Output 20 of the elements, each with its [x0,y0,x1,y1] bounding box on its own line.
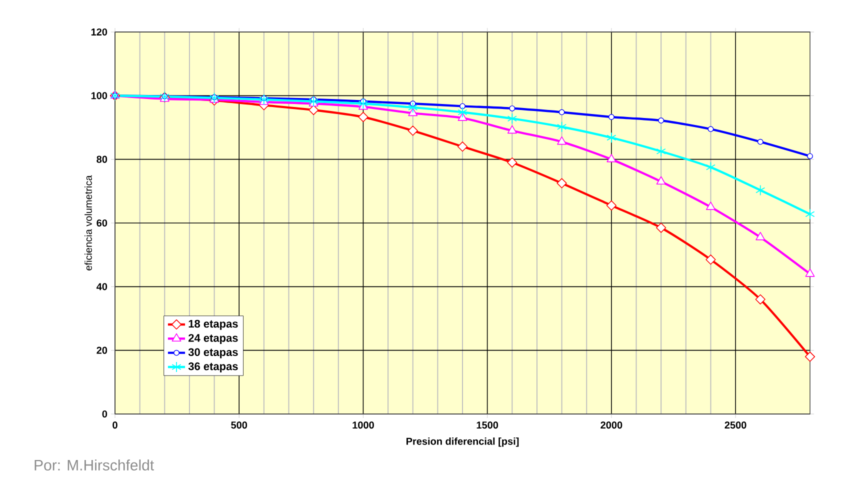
legend-label: 18 etapas [188,320,238,330]
y-tick-label: 20 [96,346,108,354]
y-axis-title: eficiencia volumetrica [84,175,92,270]
x-tick-label: 2000 [600,422,622,429]
legend-label: 36 etapas [188,362,238,372]
x-tick-label: 2500 [724,422,746,429]
x-tick-label: 1000 [352,422,374,429]
legend-label: 30 etapas [188,348,238,358]
x-tick-label: 1500 [476,422,498,429]
y-tick-label: 0 [102,410,108,418]
y-tick-label: 100 [91,92,108,100]
x-tick-label: 500 [231,422,248,429]
y-tick-label: 80 [96,156,108,163]
text: Por: M.Hirschfeldt [34,459,154,470]
y-tick-label: 40 [96,283,108,290]
y-tick-label: 60 [96,219,108,227]
x-tick-label: 0 [112,422,118,429]
legend-label: 24 etapas [188,334,238,344]
y-tick-label: 120 [91,28,108,36]
x-axis-title: Presion diferencial [psi] [406,437,519,447]
